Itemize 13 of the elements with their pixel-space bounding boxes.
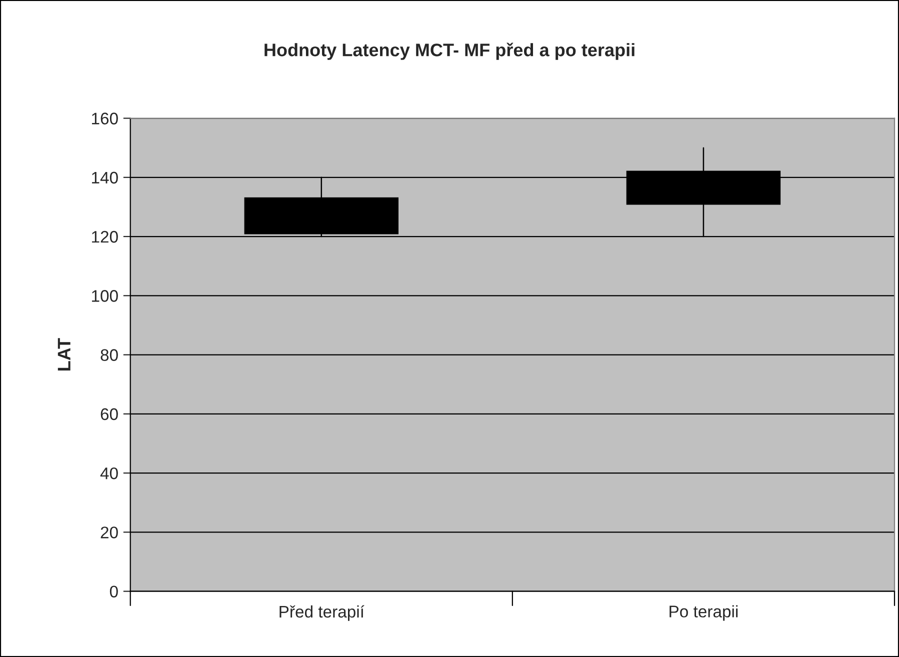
y-tick-label: 80	[100, 349, 118, 361]
y-tick-label: 0	[110, 586, 118, 598]
x-tick-label: Po terapii	[670, 605, 738, 621]
y-tick-label: 140	[92, 172, 118, 184]
y-tick-label: 100	[92, 290, 118, 302]
y-tick-label: 160	[92, 112, 118, 124]
y-axis-title: LAT	[58, 338, 70, 370]
y-tick-label: 40	[100, 467, 118, 480]
y-tick-label: 120	[92, 230, 118, 243]
chart-title: Hodnoty Latency MCT- MF před a po terapii	[264, 42, 634, 60]
y-tick-label: 20	[100, 526, 118, 538]
x-tick-label: Před terapií	[280, 605, 364, 621]
y-tick-label: 60	[100, 408, 118, 420]
